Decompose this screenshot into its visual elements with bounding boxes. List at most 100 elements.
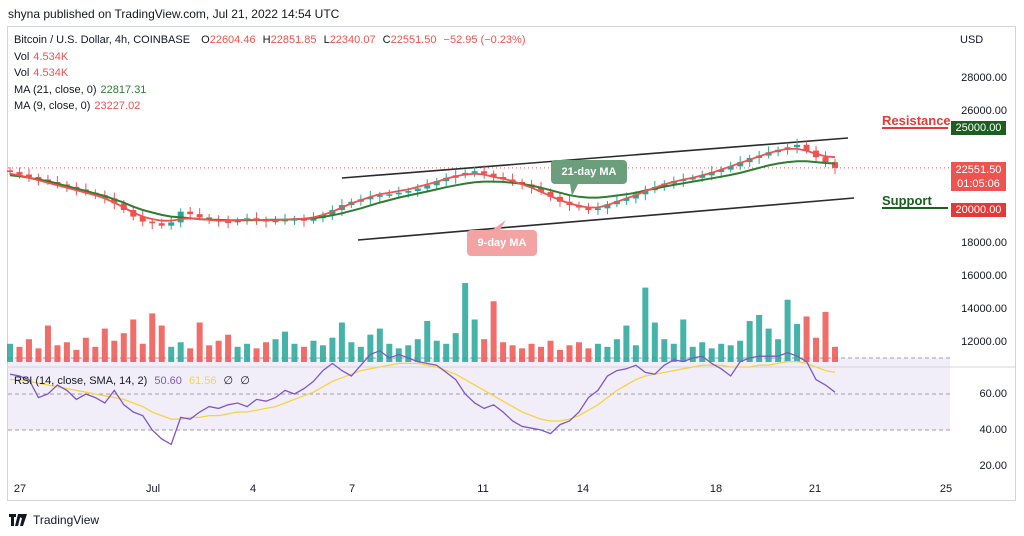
volume-bar bbox=[225, 334, 232, 362]
ma9-value: 23227.02 bbox=[94, 100, 141, 112]
close-value: 22551.50 bbox=[390, 34, 437, 46]
ma21-legend: MA (21, close, 0) 22817.31 bbox=[14, 84, 146, 96]
candle-body bbox=[16, 172, 23, 175]
volume-bar bbox=[120, 333, 127, 362]
ma9-badge: 9-day MA bbox=[467, 230, 537, 256]
volume-bar bbox=[433, 340, 440, 362]
volume-bar bbox=[291, 343, 298, 362]
x-tick-21: 21 bbox=[808, 483, 822, 495]
volume-bar bbox=[775, 339, 782, 362]
x-tick-25: 25 bbox=[939, 483, 953, 495]
volume-bar bbox=[111, 340, 118, 362]
volume-bar bbox=[357, 346, 364, 362]
x-tick-27: 27 bbox=[13, 483, 27, 495]
y-tick-18000: 18000.00 bbox=[961, 237, 1007, 249]
volume-bar bbox=[509, 345, 516, 362]
resistance-annotation: Resistance bbox=[882, 113, 951, 128]
volume-bar bbox=[651, 322, 658, 362]
ma21-badge-pointer bbox=[570, 184, 578, 196]
volume-bar bbox=[367, 334, 374, 362]
volume-bar bbox=[282, 331, 288, 362]
rsi-label[interactable]: RSI (14, close, SMA, 14, 2) bbox=[14, 375, 148, 387]
volume-bar bbox=[661, 339, 668, 362]
volume-bar bbox=[680, 319, 687, 362]
volume-bar bbox=[727, 345, 734, 362]
y-tick-26000: 26000.00 bbox=[961, 105, 1007, 117]
candle-body bbox=[642, 190, 649, 195]
vol-label[interactable]: Vol bbox=[14, 67, 30, 79]
open-label: O bbox=[201, 34, 210, 46]
volume-bar bbox=[329, 337, 336, 362]
candle-body bbox=[405, 191, 412, 193]
candle-body bbox=[168, 222, 175, 226]
volume-bar bbox=[623, 325, 630, 362]
volume-bar bbox=[490, 301, 497, 362]
candle-body bbox=[718, 169, 725, 173]
candle-body bbox=[585, 207, 592, 210]
volume-bar bbox=[215, 340, 222, 362]
volume-bar bbox=[234, 346, 241, 362]
brand-label: TradingView bbox=[33, 513, 100, 527]
x-tick-14: 14 bbox=[576, 483, 590, 495]
volume-bar bbox=[16, 346, 23, 362]
volume-bar bbox=[832, 346, 838, 362]
volume-bar bbox=[395, 348, 402, 362]
symbol-label[interactable]: Bitcoin / U.S. Dollar, 4h, COINBASE bbox=[14, 34, 191, 46]
ma21-line bbox=[9, 160, 836, 222]
low-value: 22340.07 bbox=[329, 34, 376, 46]
candle-body bbox=[538, 187, 545, 192]
volume-bar bbox=[44, 325, 51, 362]
volume-bar bbox=[566, 345, 573, 362]
volume-bar bbox=[784, 299, 791, 362]
vol-legend-1: Vol 4.534K bbox=[14, 51, 68, 63]
volume-bar bbox=[528, 343, 535, 362]
volume-bar bbox=[500, 342, 507, 362]
open-value: 22604.46 bbox=[209, 34, 256, 46]
candle-body bbox=[623, 198, 630, 201]
currency-label[interactable]: USD bbox=[960, 34, 984, 46]
candle-body bbox=[139, 216, 146, 222]
candle-body bbox=[594, 208, 601, 210]
candle-body bbox=[414, 188, 421, 192]
ohlc-legend: Bitcoin / U.S. Dollar, 4h, COINBASE O226… bbox=[14, 34, 530, 46]
volume-bar bbox=[25, 339, 32, 362]
volume-bar bbox=[54, 345, 61, 362]
volume-bar bbox=[443, 343, 450, 362]
volume-bar bbox=[689, 346, 696, 362]
volume-bar bbox=[139, 343, 146, 362]
volume-bar bbox=[708, 348, 715, 362]
x-tick-11: 11 bbox=[477, 483, 489, 495]
rsi-value: 50.60 bbox=[154, 375, 182, 387]
candle-body bbox=[25, 174, 32, 177]
candle-body bbox=[822, 157, 829, 163]
volume-bar bbox=[300, 346, 307, 362]
x-tick-4: 4 bbox=[249, 483, 257, 495]
volume-bar bbox=[538, 346, 545, 362]
volume-bar bbox=[82, 337, 89, 362]
change-value: −52.95 (−0.23%) bbox=[443, 34, 526, 46]
chart-frame bbox=[7, 26, 1016, 501]
volume-bar bbox=[253, 348, 260, 362]
resistance-trendline bbox=[341, 137, 849, 179]
rsi-tick-20: 20.00 bbox=[979, 460, 1007, 472]
candle-body bbox=[310, 218, 317, 221]
rsi-sma-value: 61.56 bbox=[188, 375, 217, 387]
candle-body bbox=[386, 194, 393, 196]
ma21-label[interactable]: MA (21, close, 0) bbox=[14, 84, 97, 96]
x-tick-jul: Jul bbox=[145, 483, 161, 495]
candle-body bbox=[794, 144, 801, 148]
rsi-tick-40: 40.00 bbox=[979, 424, 1007, 436]
vol-label[interactable]: Vol bbox=[14, 51, 30, 63]
volume-bar bbox=[319, 345, 326, 362]
ma9-label[interactable]: MA (9, close, 0) bbox=[14, 100, 91, 112]
y-tick-14000: 14000.00 bbox=[961, 303, 1007, 315]
volume-bar bbox=[813, 337, 820, 362]
volume-bar bbox=[177, 342, 184, 362]
candle-body bbox=[7, 170, 13, 173]
volume-bar bbox=[547, 340, 554, 362]
tradingview-logo[interactable]: TradingView bbox=[9, 513, 99, 527]
volume-bar bbox=[746, 321, 753, 362]
volume-bar bbox=[699, 342, 706, 362]
candle-body bbox=[225, 221, 232, 224]
